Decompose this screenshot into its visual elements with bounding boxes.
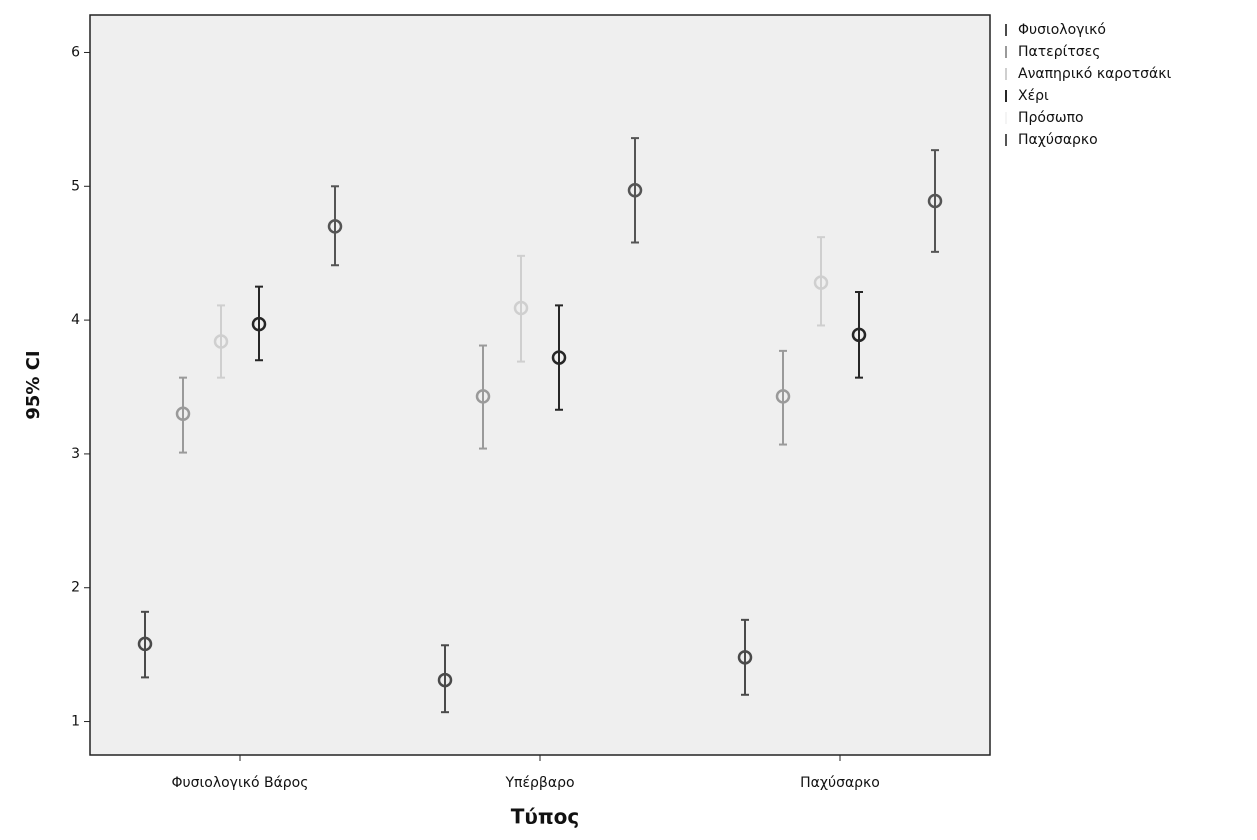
mean-marker <box>851 327 867 343</box>
y-tick-label: 2 <box>71 580 80 596</box>
y-tick-label: 3 <box>71 446 80 462</box>
legend-label: Φυσιολογικό <box>1018 22 1106 38</box>
mean-marker <box>513 300 529 316</box>
y-tick-label: 6 <box>71 44 80 60</box>
y-tick-label: 1 <box>71 714 80 730</box>
legend-label: Πρόσωπο <box>1018 110 1084 126</box>
mean-marker <box>551 350 567 365</box>
mean-marker <box>775 389 791 404</box>
legend-label: Παχύσαρκο <box>1018 132 1098 148</box>
y-axis-label: 95% CI <box>23 350 44 419</box>
x-tick-label: Φυσιολογικό Βάρος <box>172 775 309 791</box>
legend-label: Χέρι <box>1018 88 1049 104</box>
mean-marker <box>327 219 343 234</box>
mean-marker <box>137 636 153 652</box>
plot-area <box>89 14 991 756</box>
mean-marker <box>475 389 491 404</box>
x-axis-label: Τύπος <box>511 805 580 829</box>
mean-marker <box>213 334 229 349</box>
mean-marker <box>437 672 453 688</box>
y-tick-label: 4 <box>71 312 80 328</box>
mean-marker <box>737 650 753 665</box>
mean-marker <box>251 316 267 332</box>
legend-label: Πατερίτσες <box>1018 44 1100 60</box>
mean-marker <box>927 193 943 209</box>
legend-label: Αναπηρικό καροτσάκι <box>1018 66 1172 82</box>
mean-marker <box>627 183 643 198</box>
mean-marker <box>813 275 829 290</box>
x-tick-label: Υπέρβαρο <box>504 775 574 791</box>
mean-marker <box>175 406 191 422</box>
y-tick-label: 5 <box>71 178 80 194</box>
x-tick-label: Παχύσαρκο <box>800 775 880 791</box>
